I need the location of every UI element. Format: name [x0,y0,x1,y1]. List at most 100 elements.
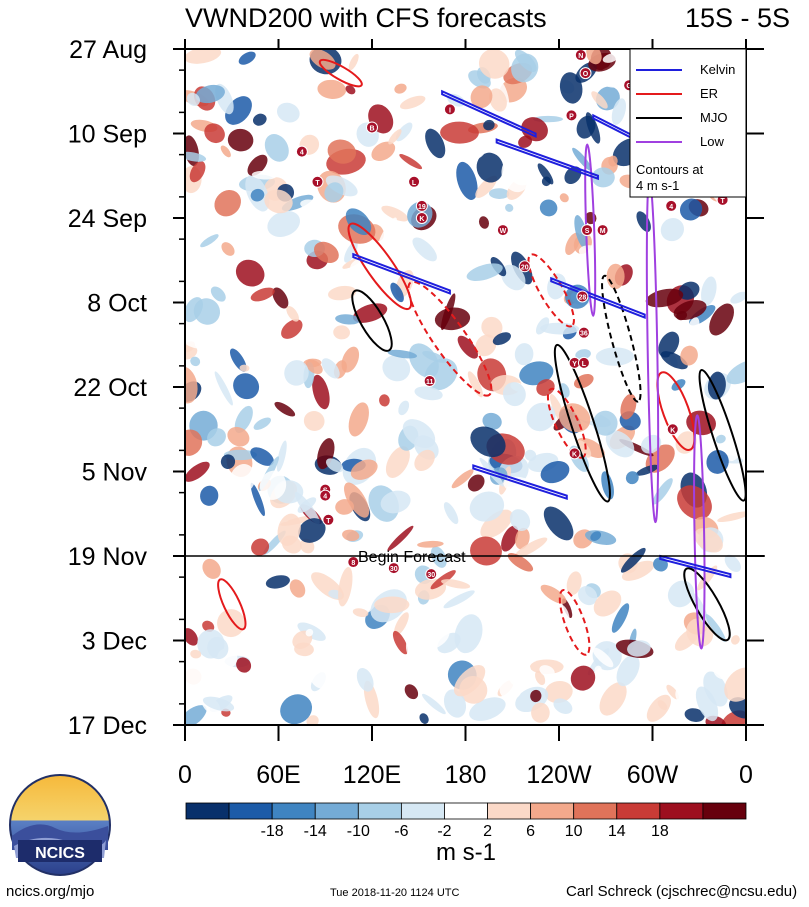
kelvin-contour [495,138,599,181]
anomaly-cell [374,596,410,614]
anomaly-cell [317,79,347,99]
mjo-contour [698,368,746,502]
anomaly-cell [253,417,271,430]
anomaly-cell [676,310,688,321]
colorbar-label: -6 [394,823,408,840]
anomaly-cell [214,371,233,406]
anomaly-cell [348,53,359,71]
storm-marker: 30 [425,568,438,581]
svg-text:G: G [626,83,632,90]
anomaly-cell [709,303,734,336]
anomaly-cell [443,590,475,609]
anomaly-cell [687,251,705,281]
anomaly-cell [273,245,294,266]
anomaly-cell [514,343,534,366]
ncics-logo: NCICS [9,774,111,876]
anomaly-cell [381,205,409,222]
anomaly-cell [684,708,705,722]
anomaly-cell [602,53,619,63]
anomaly-cell [342,529,360,542]
anomaly-cell [505,203,514,212]
anomaly-cell [577,440,592,458]
anomaly-cell [726,359,746,385]
anomaly-cell [417,540,444,548]
colorbar-label: 2 [483,823,492,840]
footer-website[interactable]: ncics.org/mjo [6,883,95,900]
colorbar-label: -2 [437,823,451,840]
anomaly-cell [399,154,423,170]
svg-text:28: 28 [578,294,586,301]
anomaly-cell [328,285,357,301]
anomaly-cell [228,702,268,714]
logo-text: NCICS [35,845,85,862]
anomaly-cell [728,697,746,719]
anomaly-cell [715,434,726,444]
anomaly-cell [414,449,435,472]
storm-markers: NOGPBI4TL19KWSM202836YL11KKST8303044T [295,49,729,581]
anomaly-cell [535,317,550,335]
anomaly-cell [234,405,253,434]
colorbar-swatch [400,802,445,820]
anomaly-cell [658,331,680,358]
anomaly-cell [674,515,688,526]
anomaly-cell [395,122,413,142]
x-tick-label: 0 [178,761,192,789]
legend-label: Low [700,134,724,149]
anomaly-cell [430,546,447,568]
anomaly-cell [297,497,317,513]
anomaly-cell [469,697,506,721]
anomaly-cell [185,49,222,64]
anomaly-cell [421,693,446,715]
anomaly-cell [338,566,353,607]
legend-note-2: 4 m s-1 [636,178,679,193]
footer-author: Carl Schreck (cjschrec@ncsu.edu) [566,883,798,900]
x-axis: 0 60E 120E 180 120W 60W 0 [178,39,753,789]
anomaly-cell [592,410,618,436]
anomaly-cell [265,575,290,589]
anomaly-cell [236,657,252,673]
anomaly-cell [677,647,705,668]
anomaly-cell [478,216,490,229]
anomaly-cell [419,713,429,724]
er-contour [318,58,363,88]
anomaly-cell [259,470,287,500]
storm-marker: T [322,513,335,526]
anomaly-cell [559,72,583,104]
y-tick-label: 17 Dec [68,712,147,740]
y-tick-label: 22 Oct [73,374,147,402]
anomaly-cell [470,140,487,159]
anomaly-cell [185,194,212,226]
anomaly-cell [467,474,485,492]
anomaly-cell [341,346,360,373]
anomaly-cell [235,259,265,287]
anomaly-cell [277,513,301,546]
svg-text:B: B [369,125,374,132]
y-tick-label: 19 Nov [68,543,148,571]
storm-marker: W [496,224,509,237]
anomaly-cell [345,85,356,95]
anomaly-cell [592,647,614,668]
anomaly-cell [675,686,692,706]
x-tick-label: 0 [739,761,753,789]
anomaly-cell [599,66,626,88]
anomaly-cell [489,188,510,200]
anomaly-cell [457,383,470,400]
anomaly-cell [189,161,206,183]
anomaly-cell [251,538,270,556]
svg-text:N: N [578,53,583,60]
anomaly-cell [625,471,639,485]
anomaly-cell [540,461,570,484]
storm-marker: 11 [423,374,436,387]
anomaly-cell [217,609,245,638]
anomaly-cell [238,51,256,65]
anomaly-cell [514,537,548,559]
anomaly-cell [228,512,240,530]
colorbar-swatch [530,802,575,820]
colorbar-label: 6 [526,823,535,840]
anomaly-cell [185,429,203,456]
anomaly-cell [537,163,554,185]
anomaly-cell [385,446,410,478]
colorbar: -18 -14 -10 -6 -2 2 6 10 14 18 [185,802,747,840]
legend-label: MJO [700,110,727,125]
anomaly-cell [352,303,388,323]
